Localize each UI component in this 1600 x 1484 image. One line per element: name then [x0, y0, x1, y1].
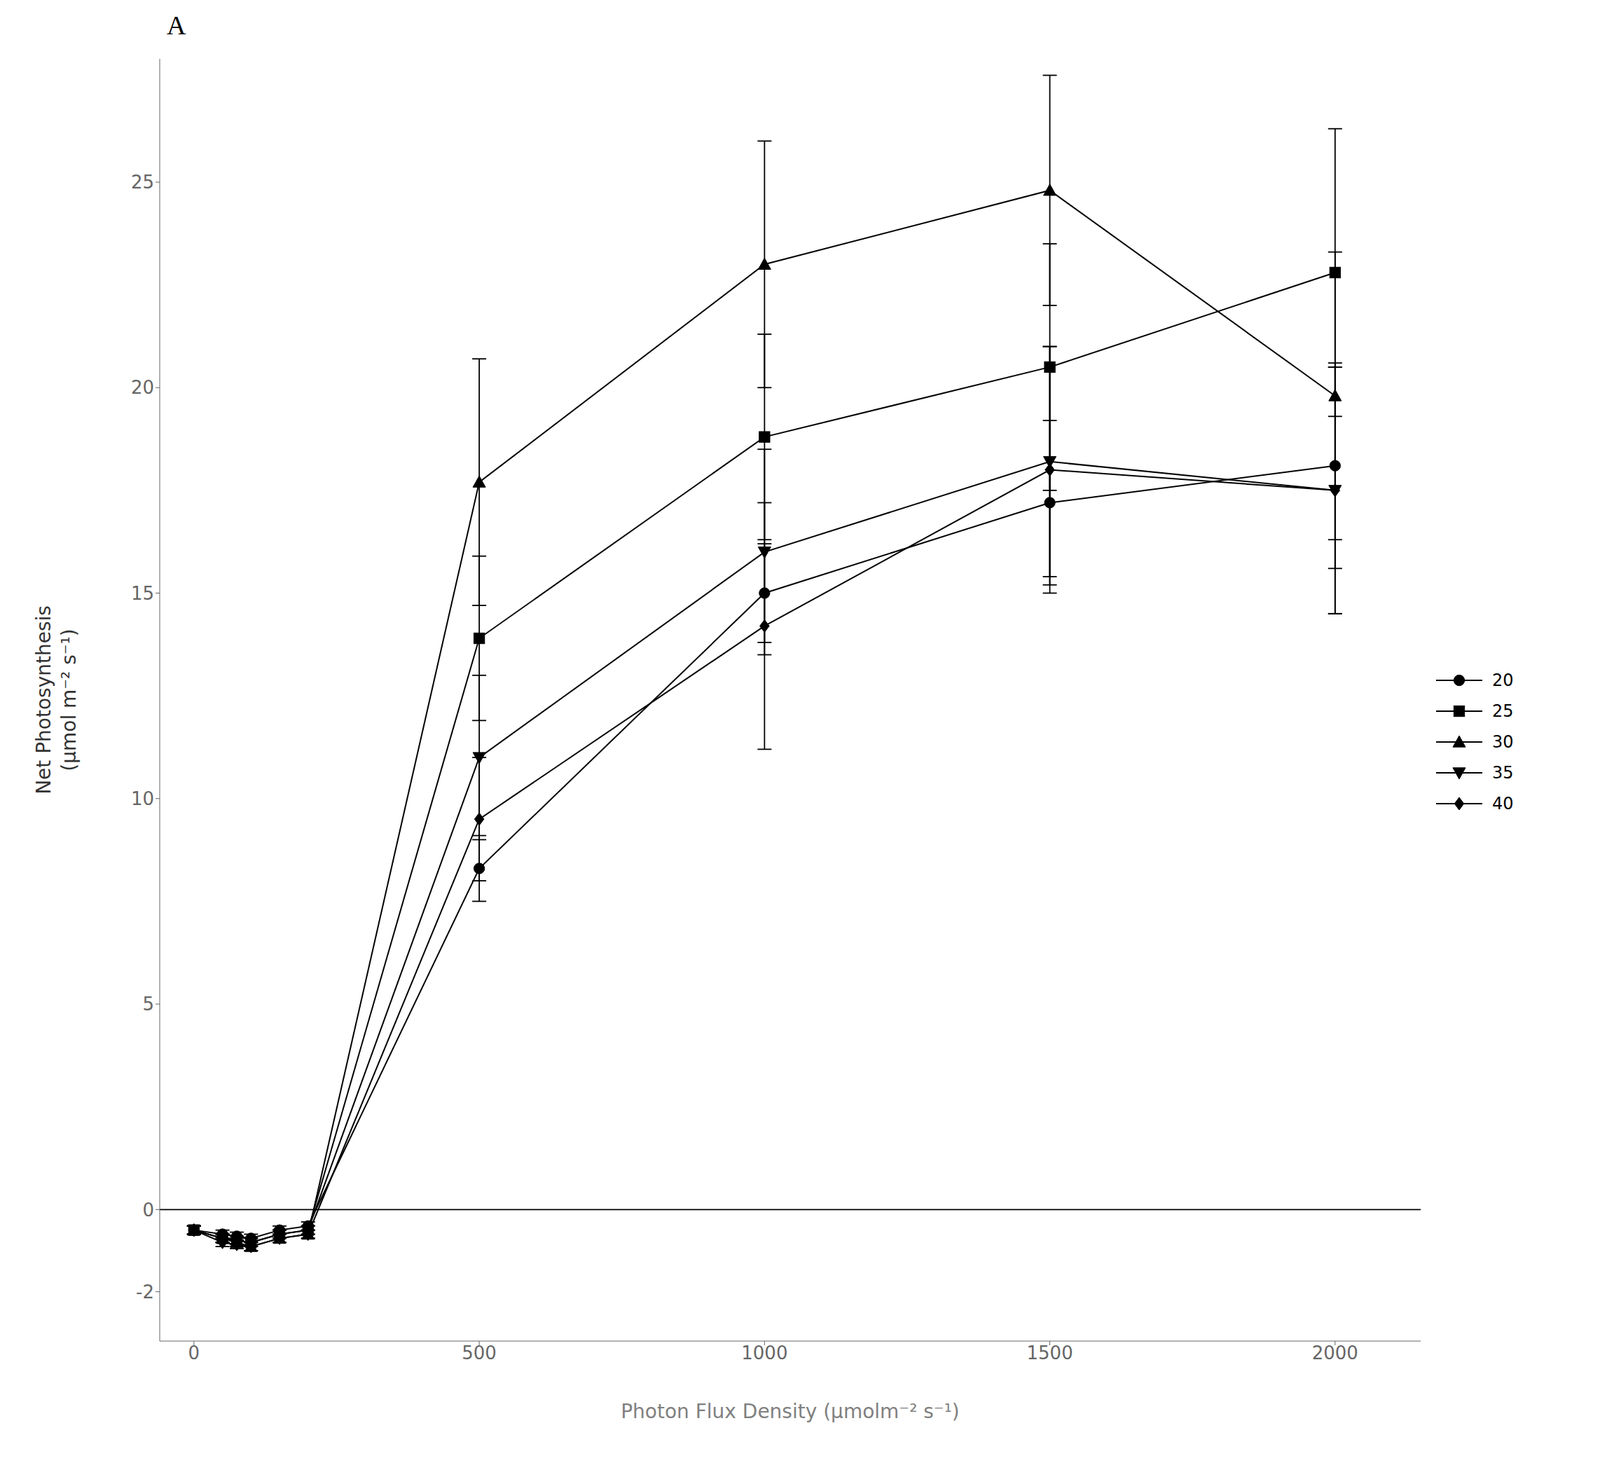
svg-text:20: 20: [130, 376, 155, 398]
html-text:20: 20: [1492, 670, 1514, 691]
svg-text:0: 0: [142, 1199, 155, 1221]
svg-text:1500: 1500: [1026, 1342, 1074, 1364]
svg-text:10: 10: [130, 788, 155, 810]
svg-text:0: 0: [188, 1342, 201, 1364]
svg-text:500: 500: [461, 1342, 497, 1364]
svg-text:25: 25: [130, 171, 155, 193]
svg-text:Net Photosynthesis(μmol m⁻² s⁻: Net Photosynthesis(μmol m⁻² s⁻¹): [32, 605, 81, 795]
html-text:A: A: [166, 10, 186, 40]
svg-text:-2: -2: [135, 1281, 155, 1303]
svg-text:1000: 1000: [741, 1342, 788, 1364]
svg-text:15: 15: [130, 582, 155, 604]
svg-text:Photon Flux Density (μmolm⁻² s: Photon Flux Density (μmolm⁻² s⁻¹): [620, 1399, 960, 1423]
html-text:35: 35: [1492, 762, 1514, 783]
svg-text:2000: 2000: [1312, 1342, 1359, 1364]
html-text:30: 30: [1492, 732, 1514, 752]
html-text:25: 25: [1492, 701, 1514, 721]
svg-text:5: 5: [142, 993, 155, 1015]
html-text:40: 40: [1492, 793, 1514, 814]
